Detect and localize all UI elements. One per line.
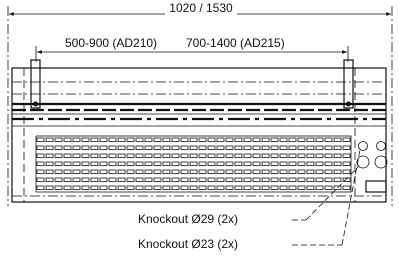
page: {"dimensions": {"overall": "1020 / 1530"…: [0, 0, 399, 259]
callout-label: Knockout Ø23 (2x): [138, 237, 238, 251]
dimension-label: 700-1400 (AD215): [186, 36, 285, 50]
drawing: 1020 / 1530 500-900 (AD210) 700-1400 (AD…: [0, 0, 399, 259]
knockouts: [357, 142, 387, 193]
hangers: [31, 60, 353, 108]
callout-label: Knockout Ø29 (2x): [138, 212, 238, 226]
dimension-label: 1020 / 1530: [169, 1, 233, 15]
span-dimension: 500-900 (AD210) 700-1400 (AD215): [36, 36, 348, 62]
grille: [36, 136, 351, 192]
dimension-label: 500-900 (AD210): [65, 36, 157, 50]
